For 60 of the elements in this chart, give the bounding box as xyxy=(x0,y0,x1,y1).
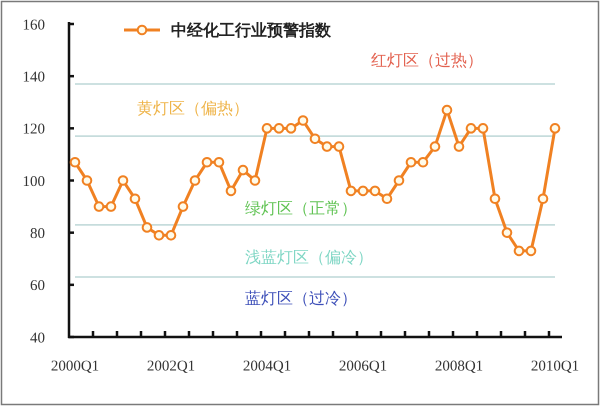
y-tick-label: 140 xyxy=(22,69,45,86)
point xyxy=(430,141,440,152)
point xyxy=(382,193,392,204)
point xyxy=(94,201,104,212)
point xyxy=(418,156,428,168)
annotation: 蓝灯区（过冷） xyxy=(245,289,358,308)
point xyxy=(334,141,344,152)
point xyxy=(238,164,248,176)
point xyxy=(190,175,200,186)
point xyxy=(274,123,284,134)
point xyxy=(154,230,164,241)
x-tick-label: 2002Q1 xyxy=(146,358,196,374)
x-tick-label: 2006Q1 xyxy=(338,358,388,374)
x-tick-label: 2004Q1 xyxy=(242,358,292,374)
y-tick-label: 120 xyxy=(22,122,45,138)
annotation: 红灯区（过热） xyxy=(371,52,484,70)
point xyxy=(490,193,500,204)
point xyxy=(526,246,536,256)
point xyxy=(358,186,368,196)
point xyxy=(82,175,92,186)
point xyxy=(406,156,416,168)
point xyxy=(130,193,140,204)
point xyxy=(310,133,320,144)
point xyxy=(298,115,308,126)
y-tick-label: 100 xyxy=(22,174,45,190)
point xyxy=(118,175,128,186)
point xyxy=(142,222,152,233)
y-tick-label: 40 xyxy=(30,330,45,346)
point xyxy=(262,123,272,134)
point xyxy=(214,156,224,168)
point xyxy=(178,201,188,212)
point xyxy=(370,186,380,196)
point xyxy=(346,186,356,196)
point xyxy=(466,123,476,134)
point xyxy=(538,193,548,204)
point xyxy=(442,104,452,116)
point xyxy=(226,186,236,196)
x-tick-label: 2000Q1 xyxy=(50,358,100,374)
y-tick-label: 80 xyxy=(30,226,45,242)
x-tick-label: 2008Q1 xyxy=(434,358,484,374)
point xyxy=(478,123,488,134)
point xyxy=(286,123,296,134)
point xyxy=(250,175,260,186)
point xyxy=(322,141,332,152)
point xyxy=(394,175,404,186)
point xyxy=(106,201,116,212)
point xyxy=(202,156,212,168)
point xyxy=(514,246,524,256)
annotation: 绿灯区（正常） xyxy=(245,200,358,218)
annotation: 浅蓝灯区（偏冷） xyxy=(245,248,374,266)
point xyxy=(166,230,176,241)
y-tick-label: 60 xyxy=(30,278,45,294)
y-tick-label: 160 xyxy=(22,17,45,34)
point xyxy=(502,227,512,238)
point xyxy=(454,141,464,152)
point xyxy=(550,123,560,134)
point xyxy=(70,156,80,168)
legend-label: 中经化工行业预警指数 xyxy=(171,22,332,40)
x-tick-label: 2010Q1 xyxy=(530,358,580,374)
annotation: 黄灯区（偏热） xyxy=(136,99,249,118)
